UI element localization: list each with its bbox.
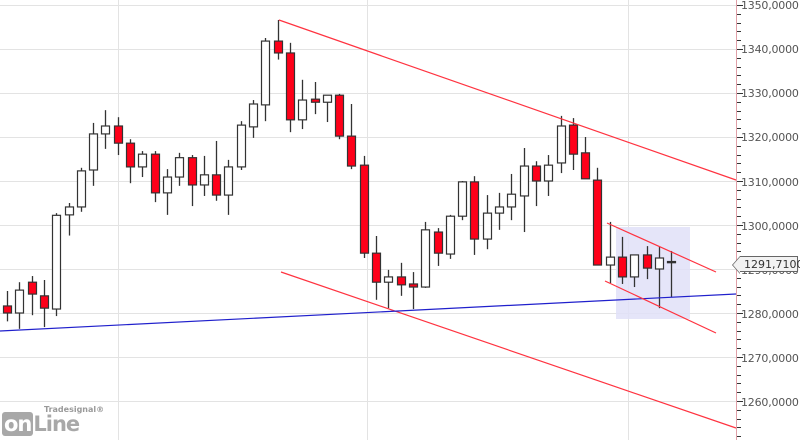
y-tick-label: 1320,0000 [741,131,799,144]
candle [297,79,308,130]
last-price-marker: 1291,7100 [732,256,800,274]
candle [568,118,579,170]
candle [617,236,628,284]
y-tick-label: 1350,0000 [741,0,799,12]
candle [187,155,198,207]
tradesignal-logo: Tradesignal® onLine [2,404,105,438]
candle [100,110,111,149]
candle [445,214,456,259]
candle [199,155,210,196]
y-tick-label: 1270,0000 [741,352,799,365]
candle [273,19,284,60]
candle [519,148,530,233]
candle [359,155,370,258]
candle [236,121,247,170]
logo-brand-text: Tradesignal® [44,405,105,414]
y-tick-label: 1310,0000 [741,176,799,189]
candle [223,159,234,215]
candle [285,42,296,133]
candle [543,155,554,196]
y-tick-label: 1330,0000 [741,87,799,100]
candle [260,38,271,122]
lower-channel-main[interactable] [280,271,737,429]
candle [346,104,357,170]
candle [531,161,542,207]
candle [482,195,493,250]
candle [556,115,567,174]
candle [2,291,13,322]
candle [162,169,173,215]
y-tick-label: 1340,0000 [741,43,799,56]
candle [506,173,517,221]
candle [629,254,640,288]
candle [88,122,99,186]
candle [51,213,62,317]
candle [334,93,345,140]
candle [211,140,222,201]
candles [2,19,677,329]
candle [76,167,87,212]
candle [396,262,407,296]
candle [420,221,431,288]
trendlines[interactable] [0,19,737,429]
candle [666,250,677,298]
candle [433,228,444,266]
candle [642,246,653,280]
candle [14,282,25,329]
flag-lower[interactable] [604,280,717,334]
candle [457,181,468,221]
candle [371,236,382,300]
flag-upper[interactable] [606,222,717,273]
candle [494,192,505,230]
candle [605,221,616,284]
y-tick-label: 1260,0000 [741,396,799,409]
candle [248,100,259,138]
candle [408,272,419,310]
candle [150,151,161,203]
candle [592,167,603,266]
candle [383,269,394,309]
upper-channel-main[interactable] [278,19,737,181]
y-tick-label: 1280,0000 [741,308,799,321]
candle [125,139,136,184]
candle [39,280,50,328]
logo-wordmark: onLine [2,412,80,436]
candle [580,137,591,180]
support-line[interactable] [0,293,737,332]
candle [469,176,480,255]
candle [137,151,148,178]
candle [310,82,321,115]
logo-on-text: on [2,412,34,436]
logo-line-text: Line [33,412,80,436]
candle [113,117,124,156]
candle [27,276,38,316]
candle [174,152,185,186]
y-tick-label: 1300,0000 [741,220,799,233]
candle [322,94,333,123]
y-axis [736,0,743,440]
candle [64,203,75,236]
